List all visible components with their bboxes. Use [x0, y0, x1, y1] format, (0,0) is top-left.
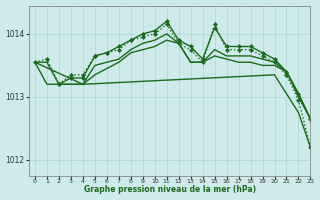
- X-axis label: Graphe pression niveau de la mer (hPa): Graphe pression niveau de la mer (hPa): [84, 185, 256, 194]
